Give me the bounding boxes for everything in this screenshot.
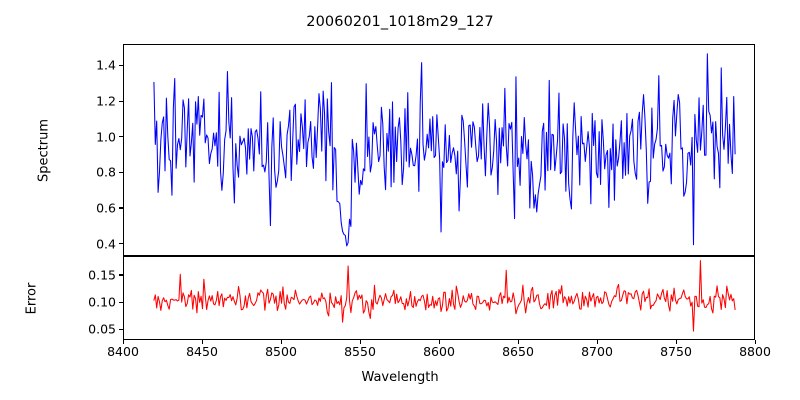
x-tick-mark — [122, 340, 124, 344]
x-tick-label: 8400 — [107, 344, 139, 359]
x-tick-label: 8700 — [581, 344, 613, 359]
x-tick-mark — [280, 340, 282, 344]
y-tick-mark-spectrum — [119, 136, 123, 138]
y-tick-mark-error — [119, 328, 123, 330]
x-tick-label: 8450 — [186, 344, 218, 359]
x-tick-label: 8800 — [739, 344, 771, 359]
x-tick-mark — [359, 340, 361, 344]
spectrum-panel — [123, 44, 755, 256]
y-tick-label-spectrum: 1.2 — [96, 93, 116, 109]
spectrum-line — [154, 54, 735, 246]
y-tick-label-spectrum: 1.0 — [96, 129, 116, 145]
x-tick-label: 8600 — [423, 344, 455, 359]
y-tick-label-spectrum: 0.4 — [96, 236, 116, 252]
y-tick-mark-error — [119, 301, 123, 303]
y-tick-mark-spectrum — [119, 100, 123, 102]
x-tick-mark — [201, 340, 203, 344]
error-panel — [123, 256, 755, 340]
x-axis-label: Wavelength — [361, 370, 439, 385]
x-tick-label: 8750 — [660, 344, 692, 359]
x-tick-mark — [596, 340, 598, 344]
y-tick-label-spectrum: 1.4 — [96, 57, 116, 73]
x-tick-label: 8500 — [265, 344, 297, 359]
y-tick-label-spectrum: 0.6 — [96, 200, 116, 216]
x-tick-mark — [438, 340, 440, 344]
x-tick-label: 8550 — [344, 344, 376, 359]
y-tick-mark-error — [119, 274, 123, 276]
y-tick-label-error: 0.05 — [88, 321, 116, 337]
y-tick-mark-spectrum — [119, 207, 123, 209]
y-axis-label-error: Error — [24, 282, 40, 315]
y-tick-label-error: 0.10 — [88, 294, 116, 310]
spectrum-plot-area — [124, 45, 754, 255]
error-line — [154, 261, 735, 331]
x-tick-label: 8650 — [502, 344, 534, 359]
page-title: 20060201_1018m29_127 — [306, 14, 494, 30]
y-tick-mark-spectrum — [119, 243, 123, 245]
y-tick-label-spectrum: 0.8 — [96, 164, 116, 180]
y-axis-label-spectrum: Spectrum — [36, 119, 52, 182]
error-plot-area — [124, 257, 754, 339]
x-tick-mark — [517, 340, 519, 344]
y-tick-mark-spectrum — [119, 64, 123, 67]
x-tick-mark — [675, 340, 677, 344]
y-tick-label-error: 0.15 — [88, 267, 116, 283]
y-tick-mark-spectrum — [119, 171, 123, 173]
x-tick-mark — [754, 340, 756, 344]
